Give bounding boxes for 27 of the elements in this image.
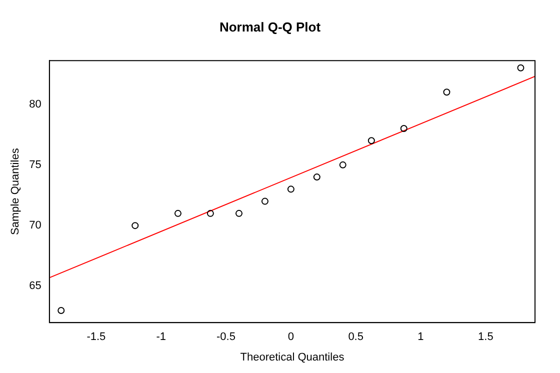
point [235, 210, 242, 217]
point [287, 186, 294, 193]
x-tick-label: 1 [418, 331, 424, 344]
point [174, 210, 182, 217]
y-tick-label: 70 [29, 220, 42, 232]
point [58, 306, 65, 314]
y-axis-title: Sample Quantiles [10, 148, 22, 236]
point [517, 64, 524, 72]
point [443, 88, 450, 96]
x-tick-label: 1.5 [478, 331, 494, 344]
point [368, 137, 375, 144]
point [261, 198, 268, 205]
x-tick-label: 0 [288, 331, 294, 344]
y-tick-label: 65 [29, 280, 42, 292]
point [339, 161, 346, 168]
point [206, 210, 214, 217]
x-axis-title: Theoretical Quantiles [240, 351, 345, 364]
point [313, 174, 320, 181]
x-tick-label: -0.5 [216, 331, 236, 344]
point [132, 222, 139, 230]
x-tick-label: -1.5 [86, 331, 106, 344]
x-tick-label: 0.5 [348, 331, 364, 344]
y-tick-label: 75 [29, 158, 42, 171]
y-tick-label: 80 [29, 98, 42, 110]
point [400, 125, 408, 132]
chart-title: Normal Q-Q Plot [219, 19, 322, 34]
x-tick-label: -1 [156, 331, 166, 344]
